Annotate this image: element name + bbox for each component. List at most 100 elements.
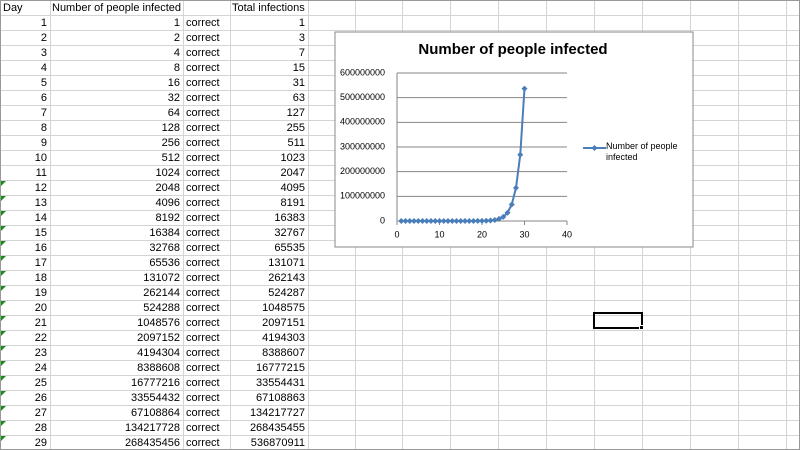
x-tick-label: 20 — [477, 229, 487, 239]
cell: 4 — [41, 62, 47, 74]
marker — [496, 215, 502, 222]
cell: 1 — [41, 17, 47, 29]
marker — [432, 217, 439, 224]
cell: correct — [186, 242, 220, 254]
cell: 2048 — [156, 182, 180, 194]
error-indicator — [1, 181, 6, 186]
cell: correct — [186, 347, 220, 359]
y-tick-label: 400000000 — [340, 117, 385, 127]
cell: 1023 — [281, 152, 305, 164]
cell: 13 — [35, 197, 47, 209]
error-indicator — [1, 226, 6, 231]
cell: 511 — [287, 137, 305, 149]
error-indicator — [1, 331, 6, 336]
legend-box: Number of people infected — [606, 141, 678, 162]
cell: 16777216 — [131, 377, 180, 389]
cell: correct — [186, 227, 220, 239]
cell: correct — [186, 92, 220, 104]
error-indicator — [1, 271, 6, 276]
x-tick-label: 40 — [562, 229, 572, 239]
cell: 1048575 — [262, 302, 305, 314]
error-indicator — [1, 391, 6, 396]
cell: correct — [186, 332, 220, 344]
cell: 67108863 — [256, 392, 305, 404]
cell: 524287 — [268, 287, 305, 299]
embedded-chart[interactable]: Number of people infected 0 100000000 2000… — [334, 31, 694, 248]
cell: correct — [186, 407, 220, 419]
error-indicator — [1, 346, 6, 351]
y-tick-label: 300000000 — [340, 141, 385, 151]
cell: correct — [186, 212, 220, 224]
error-indicator — [1, 241, 6, 246]
cell: correct — [186, 32, 220, 44]
y-tick-label: 600000000 — [340, 67, 385, 77]
cell: 32 — [168, 92, 180, 104]
cell: 2 — [41, 32, 47, 44]
cell: 20 — [35, 302, 47, 314]
marker — [521, 85, 528, 92]
cell: 15 — [35, 227, 47, 239]
cell: 16384 — [149, 227, 180, 239]
selected-cell[interactable] — [593, 312, 643, 329]
marker — [453, 217, 460, 224]
chart-title: Number of people infected — [418, 41, 607, 58]
cell: 8 — [41, 122, 47, 134]
marker — [470, 217, 477, 224]
error-indicator — [1, 301, 6, 306]
x-tick-label: 10 — [434, 229, 444, 239]
cell: 6 — [41, 92, 47, 104]
cell: correct — [186, 422, 220, 434]
cell: 65535 — [274, 242, 305, 254]
cell: 18 — [35, 272, 47, 284]
x-tick-label: 0 — [394, 229, 399, 239]
cells: Day Number of people infected Total infect… — [1, 2, 305, 449]
cell: 2097152 — [137, 332, 180, 344]
cell: 268435455 — [250, 422, 305, 434]
cell: 1 — [174, 17, 180, 29]
cell: 32768 — [149, 242, 180, 254]
cell: 255 — [287, 122, 305, 134]
cell: 2 — [174, 32, 180, 44]
cell: 16777215 — [256, 362, 305, 374]
cell: 31 — [293, 77, 305, 89]
cell: 7 — [299, 47, 305, 59]
cell: 19 — [35, 287, 47, 299]
cell: 8 — [174, 62, 180, 74]
marker — [428, 217, 434, 224]
cell: correct — [186, 257, 220, 269]
fill-handle[interactable] — [639, 325, 644, 330]
cell: 16383 — [274, 212, 305, 224]
cell: 131071 — [268, 257, 305, 269]
cell: 33554432 — [131, 392, 180, 404]
cell: correct — [186, 62, 220, 74]
marker — [419, 217, 426, 224]
cell: 4 — [174, 47, 180, 59]
marker — [479, 217, 485, 224]
cell: correct — [186, 377, 220, 389]
column-header: Number of people infected — [52, 2, 181, 14]
cell: correct — [186, 122, 220, 134]
cell: 1024 — [156, 167, 180, 179]
cell: 7 — [41, 107, 47, 119]
cell: 23 — [35, 347, 47, 359]
error-indicator — [1, 406, 6, 411]
cell: 127 — [287, 107, 305, 119]
cell: 67108864 — [131, 407, 180, 419]
cell: 33554431 — [256, 377, 305, 389]
marker — [474, 217, 481, 224]
cell: 2047 — [281, 167, 305, 179]
cell: 28 — [35, 422, 47, 434]
error-indicator — [1, 376, 6, 381]
cell: 1048576 — [137, 317, 180, 329]
marker — [402, 218, 409, 224]
marker — [500, 213, 507, 220]
cell: correct — [186, 197, 220, 209]
cell: 27 — [35, 407, 47, 419]
error-indicator — [1, 286, 6, 291]
cell: 524288 — [143, 302, 180, 314]
marker — [457, 217, 464, 224]
cell: 262143 — [268, 272, 305, 284]
cell: 8191 — [281, 197, 305, 209]
y-tick-label: 0 — [380, 215, 385, 225]
y-tick-label: 500000000 — [340, 92, 385, 102]
